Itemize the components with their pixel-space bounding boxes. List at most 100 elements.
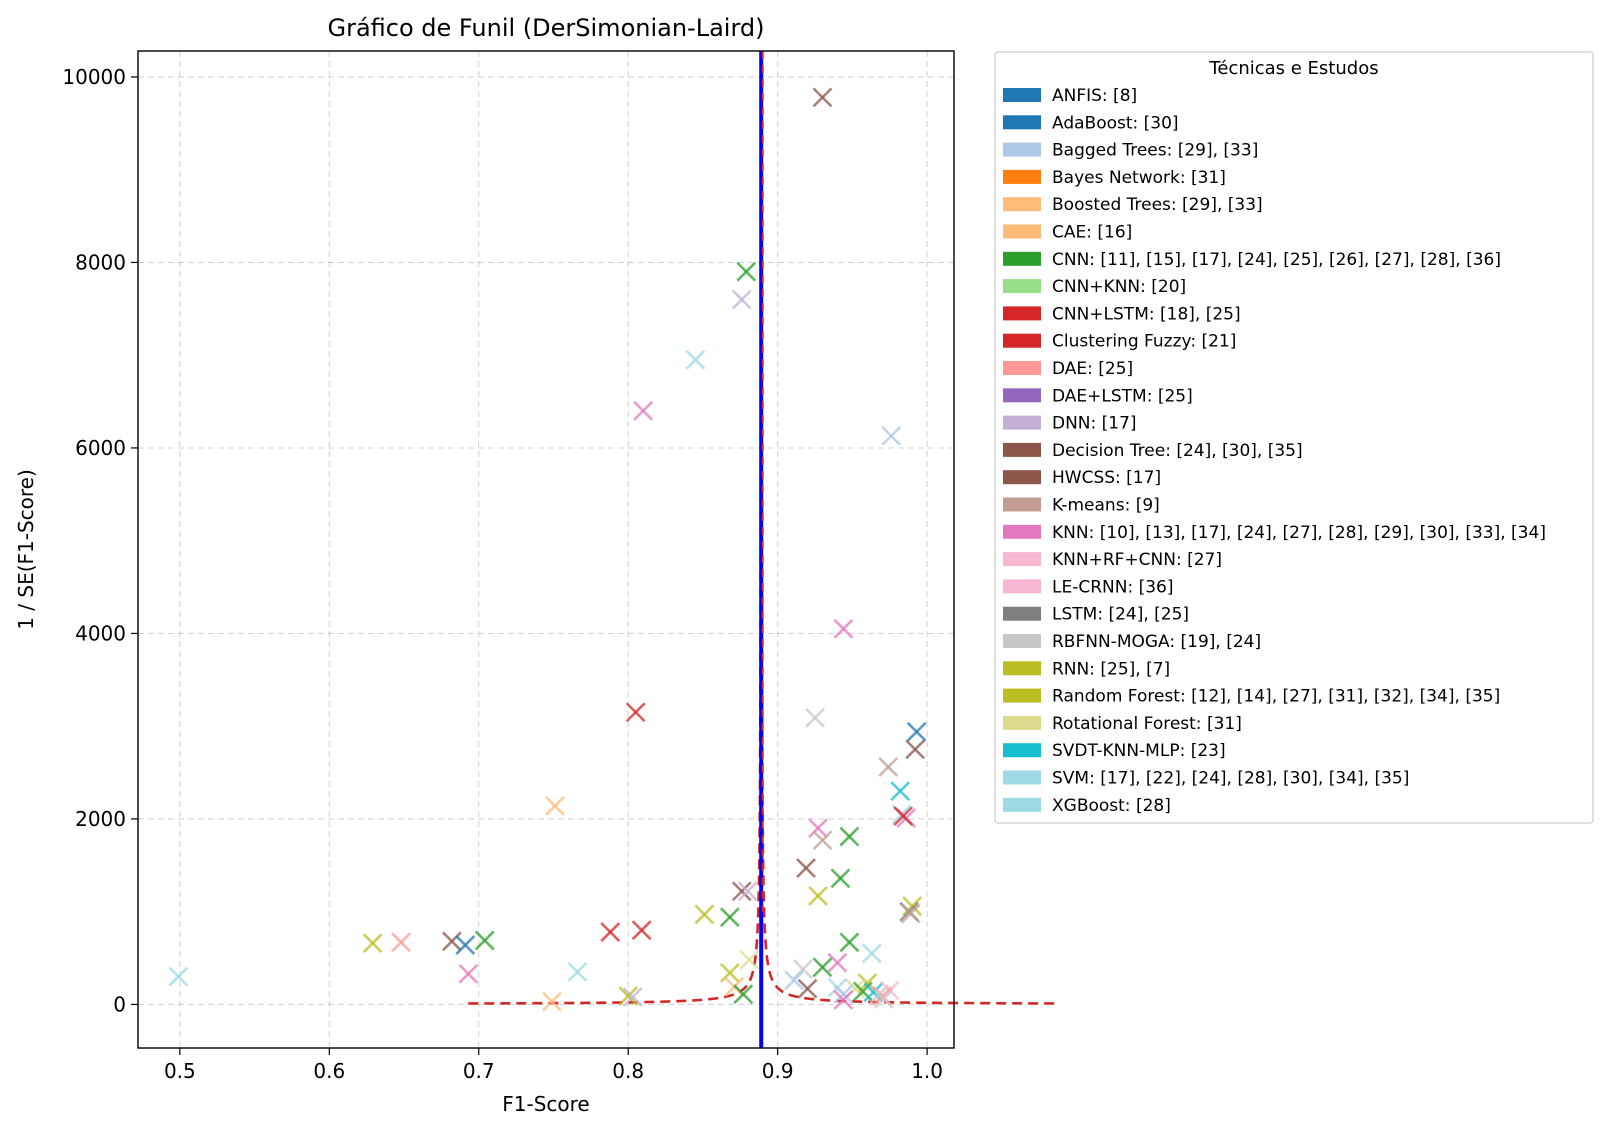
- legend-swatch: [1003, 525, 1041, 539]
- x-tick-label: 0.8: [612, 1059, 644, 1083]
- grid-lines: [138, 51, 954, 1048]
- legend-swatch: [1003, 689, 1041, 703]
- study-point: [695, 905, 713, 923]
- study-point: [634, 402, 652, 420]
- legend-swatch: [1003, 252, 1041, 266]
- legend-swatch: [1003, 798, 1041, 812]
- legend-swatch: [1003, 661, 1041, 675]
- y-tick-label: 4000: [75, 621, 126, 645]
- legend-swatch: [1003, 607, 1041, 621]
- legend-label: SVM: [17], [22], [24], [28], [30], [34],…: [1052, 769, 1409, 789]
- x-tick-label: 0.9: [762, 1059, 794, 1083]
- legend: Técnicas e Estudos ANFIS: [8] AdaBoost: […: [995, 52, 1593, 823]
- study-point: [546, 797, 564, 815]
- study-point: [863, 944, 881, 962]
- legend-label: LSTM: [24], [25]: [1052, 605, 1189, 625]
- study-point: [879, 758, 897, 776]
- funnel-left-bound: [468, 77, 761, 1004]
- y-axis-ticks: 0200040006000800010000: [62, 65, 138, 1016]
- x-axis-ticks: 0.5 0.6 0.7 0.8 0.9 1.0: [164, 1048, 943, 1083]
- legend-label: CNN+KNN: [20]: [1052, 277, 1186, 297]
- y-tick-label: 0: [113, 992, 126, 1016]
- legend-label: CAE: [16]: [1052, 223, 1132, 243]
- legend-label: Bayes Network: [31]: [1052, 168, 1226, 188]
- legend-label: KNN+RF+CNN: [27]: [1052, 550, 1222, 570]
- y-axis-label: 1 / SE(F1-Score): [14, 469, 38, 630]
- legend-label: HWCSS: [17]: [1052, 468, 1161, 488]
- legend-swatch: [1003, 579, 1041, 593]
- pooled-estimate-layer: [761, 51, 763, 1048]
- study-point: [721, 908, 739, 926]
- study-point: [908, 723, 926, 741]
- legend-swatch: [1003, 470, 1041, 484]
- legend-swatch: [1003, 416, 1041, 430]
- x-tick-label: 0.6: [313, 1059, 345, 1083]
- y-tick-label: 10000: [62, 65, 126, 89]
- legend-entry: Random Forest: [12], [14], [27], [31], […: [1003, 687, 1500, 707]
- study-point: [392, 933, 410, 951]
- legend-swatch: [1003, 279, 1041, 293]
- legend-swatch: [1003, 88, 1041, 102]
- study-point: [459, 965, 477, 983]
- study-point: [169, 968, 187, 986]
- legend-label: KNN: [10], [13], [17], [24], [27], [28],…: [1052, 523, 1546, 543]
- study-point: [828, 954, 846, 972]
- study-point: [686, 351, 704, 369]
- legend-label: CNN+LSTM: [18], [25]: [1052, 304, 1241, 324]
- study-point: [809, 887, 827, 905]
- legend-swatch: [1003, 498, 1041, 512]
- legend-swatch: [1003, 143, 1041, 157]
- data-points: [169, 88, 925, 1010]
- legend-label: ANFIS: [8]: [1052, 86, 1137, 106]
- legend-label: DAE+LSTM: [25]: [1052, 386, 1193, 406]
- legend-label: CNN: [11], [15], [17], [24], [25], [26],…: [1052, 250, 1501, 270]
- legend-label: DAE: [25]: [1052, 359, 1133, 379]
- study-point: [840, 828, 858, 846]
- legend-swatch: [1003, 170, 1041, 184]
- legend-swatch: [1003, 552, 1041, 566]
- study-point: [737, 263, 755, 281]
- legend-swatch: [1003, 197, 1041, 211]
- legend-label: K-means: [9]: [1052, 496, 1160, 516]
- study-point: [882, 427, 900, 445]
- legend-swatch: [1003, 634, 1041, 648]
- legend-swatch: [1003, 743, 1041, 757]
- legend-label: Rotational Forest: [31]: [1052, 714, 1242, 734]
- study-point: [476, 931, 494, 949]
- study-point: [875, 990, 893, 1008]
- y-tick-label: 6000: [75, 436, 126, 460]
- y-tick-label: 2000: [75, 807, 126, 831]
- study-point: [891, 782, 909, 800]
- legend-label: DNN: [17]: [1052, 414, 1137, 434]
- legend-entry: KNN: [10], [13], [17], [24], [27], [28],…: [1003, 523, 1546, 543]
- chart-title: Gráfico de Funil (DerSimonian-Laird): [328, 14, 765, 42]
- study-point: [831, 869, 849, 887]
- study-point: [721, 964, 739, 982]
- plot-frame: [138, 51, 954, 1048]
- study-point: [797, 859, 815, 877]
- legend-label: RBFNN-MOGA: [19], [24]: [1052, 632, 1261, 652]
- study-point: [813, 88, 831, 106]
- legend-swatch: [1003, 716, 1041, 730]
- legend-label: Bagged Trees: [29], [33]: [1052, 141, 1258, 161]
- legend-swatch: [1003, 443, 1041, 457]
- study-point: [834, 620, 852, 638]
- legend-title: Técnicas e Estudos: [1208, 58, 1378, 79]
- legend-label: AdaBoost: [30]: [1052, 113, 1179, 133]
- legend-swatch: [1003, 115, 1041, 129]
- study-point: [794, 960, 812, 978]
- legend-label: LE-CRNN: [36]: [1052, 577, 1174, 597]
- legend-swatch: [1003, 388, 1041, 402]
- study-point: [627, 703, 645, 721]
- legend-swatch: [1003, 771, 1041, 785]
- study-point: [813, 958, 831, 976]
- study-point: [543, 993, 561, 1011]
- study-point: [443, 932, 461, 950]
- legend-swatch: [1003, 361, 1041, 375]
- legend-label: XGBoost: [28]: [1052, 796, 1171, 816]
- study-point: [906, 740, 924, 758]
- legend-swatch: [1003, 334, 1041, 348]
- legend-swatch: [1003, 306, 1041, 320]
